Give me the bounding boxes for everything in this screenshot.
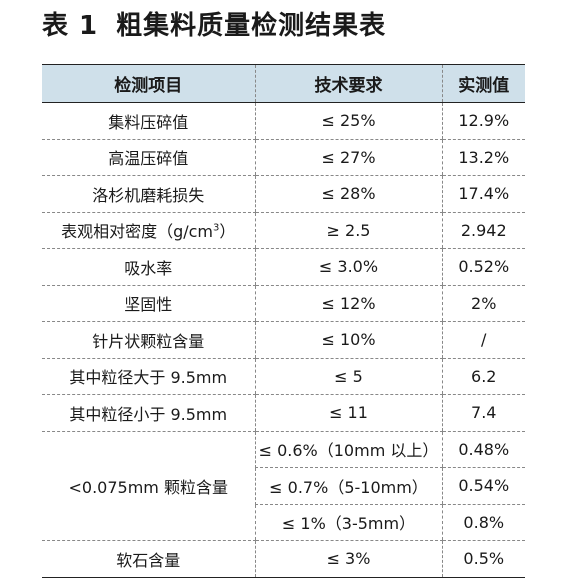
cell-item-suffix: ） [219,222,236,242]
cell-measured: 0.5% [441,540,525,578]
cell-measured: 2% [441,285,525,322]
cell-item: 针片状颗粒含量 [42,321,255,359]
cell-measured: 2.942 [441,212,525,249]
table-title: 粗集料质量检测结果表 [116,11,387,41]
table-row: <0.075mm 颗粒含量 ≤ 0.6%（10mm 以上） 0.48% [42,431,525,541]
cell-item-text: 表观相对密度（g/cm [61,222,214,242]
cell-item: 坚固性 [42,285,255,322]
table-number: 表 1 [42,11,99,41]
cell-item: 软石含量 [42,540,255,578]
cell-requirement: ≤ 27% [254,139,442,176]
cell-requirement: ≤ 1%（3-5mm） [254,504,442,541]
header-measured: 实测值 [441,64,525,103]
cell-requirement: ≤ 28% [254,175,442,213]
cell-measured: 0.54% [441,467,525,505]
cell-requirement: ≤ 11 [254,394,442,432]
cell-measured: / [441,321,525,359]
cell-requirement: ≤ 0.6%（10mm 以上） [254,431,442,468]
cell-requirement: ≤ 10% [254,321,442,359]
aggregate-quality-table: 检测项目 技术要求 实测值 集料压碎值 ≤ 25% 12.9% 高温压碎值 ≤ … [42,64,525,578]
table-caption: 表 1 粗集料质量检测结果表 [42,8,386,44]
cell-item-merged: <0.075mm 颗粒含量 [42,431,255,541]
table-row: 表观相对密度（g/cm3） ≥ 2.5 2.942 [42,212,525,249]
table-row: 高温压碎值 ≤ 27% 13.2% [42,139,525,176]
table-row: 坚固性 ≤ 12% 2% [42,285,525,322]
cell-measured: 7.4 [441,394,525,432]
table-row: ≤ 1%（3-5mm） 0.8% [42,504,525,541]
header-requirement: 技术要求 [254,64,442,103]
cell-requirement: ≤ 3% [254,540,442,578]
cell-measured: 12.9% [441,102,525,140]
superscript: 3 [213,222,220,234]
cell-item: 其中粒径小于 9.5mm [42,394,255,432]
header-test-item: 检测项目 [42,64,255,103]
table-row: 集料压碎值 ≤ 25% 12.9% [42,102,525,140]
cell-item: 洛杉机磨耗损失 [42,175,255,213]
cell-item: 其中粒径大于 9.5mm [42,358,255,395]
cell-measured: 0.52% [441,248,525,286]
table-body: 集料压碎值 ≤ 25% 12.9% 高温压碎值 ≤ 27% 13.2% 洛杉机磨… [42,102,525,578]
cell-requirement: ≤ 3.0% [254,248,442,286]
cell-item: 表观相对密度（g/cm3） [42,212,255,249]
cell-item: 高温压碎值 [42,139,255,176]
table-row: 软石含量 ≤ 3% 0.5% [42,540,525,578]
cell-measured: 0.48% [441,431,525,468]
cell-measured: 6.2 [441,358,525,395]
table-row: 针片状颗粒含量 ≤ 10% / [42,321,525,359]
cell-requirement: ≤ 12% [254,285,442,322]
cell-measured: 0.8% [441,504,525,541]
table-row: 洛杉机磨耗损失 ≤ 28% 17.4% [42,175,525,213]
header-row: 检测项目 技术要求 实测值 [42,64,525,103]
table-row: 其中粒径大于 9.5mm ≤ 5 6.2 [42,358,525,395]
cell-measured: 17.4% [441,175,525,213]
cell-item: 吸水率 [42,248,255,286]
cell-requirement: ≤ 25% [254,102,442,140]
cell-requirement: ≤ 0.7%（5-10mm） [254,467,442,505]
cell-measured: 13.2% [441,139,525,176]
table-row: 吸水率 ≤ 3.0% 0.52% [42,248,525,286]
cell-item: 集料压碎值 [42,102,255,140]
table-row: 其中粒径小于 9.5mm ≤ 11 7.4 [42,394,525,432]
cell-requirement: ≥ 2.5 [254,212,442,249]
table-header: 检测项目 技术要求 实测值 [42,64,525,103]
cell-requirement: ≤ 5 [254,358,442,395]
table-row: ≤ 0.7%（5-10mm） 0.54% [42,467,525,505]
